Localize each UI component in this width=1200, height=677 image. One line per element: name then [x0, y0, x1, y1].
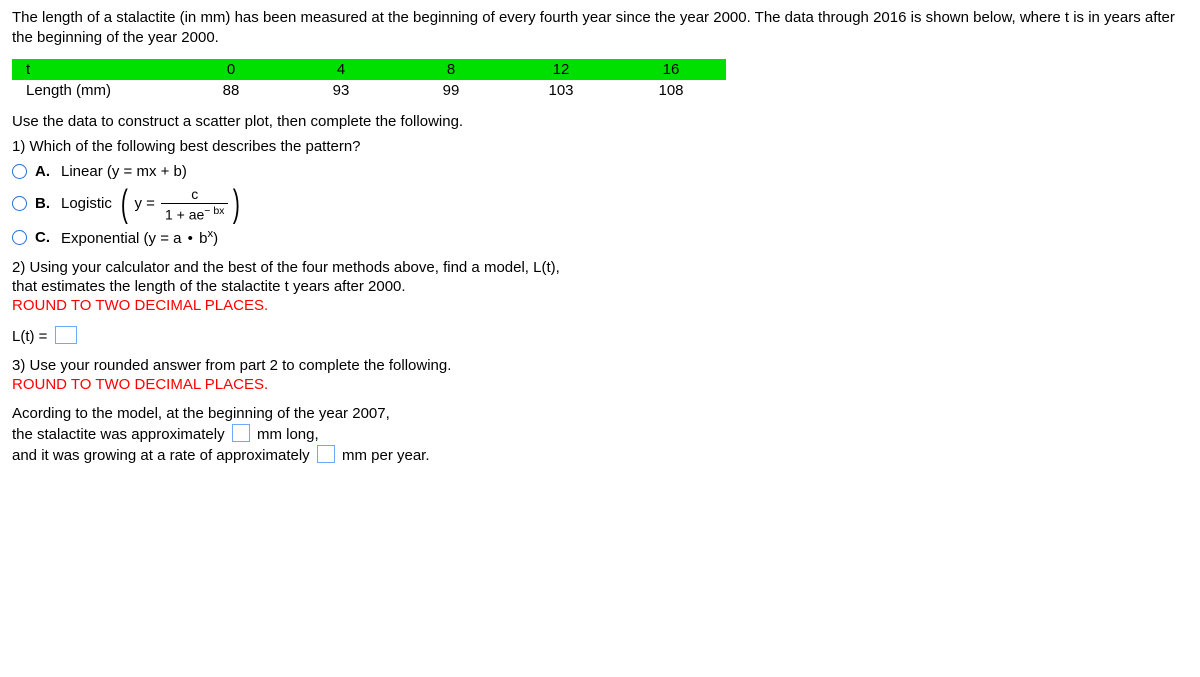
question-1: 1) Which of the following best describes…	[12, 138, 1188, 155]
option-b-row[interactable]: B. Logistic ( y = c 1 + ae− bx )	[12, 186, 1188, 223]
ans3-post: mm per year.	[338, 447, 430, 464]
table-t-2: 8	[396, 59, 506, 80]
instruction-scatter: Use the data to construct a scatter plot…	[12, 113, 1188, 130]
ans-line2: the stalactite was approximately mm long…	[12, 424, 1188, 443]
data-table: t 0 4 8 12 16 Length (mm) 88 93 99 103 1…	[12, 59, 726, 101]
paren-left-icon: (	[121, 189, 128, 219]
question-3: 3) Use your rounded answer from part 2 t…	[12, 357, 1188, 393]
answer-block: Acording to the model, at the beginning …	[12, 405, 1188, 464]
radio-icon[interactable]	[12, 164, 27, 179]
ans-line1: Acording to the model, at the beginning …	[12, 405, 1188, 422]
q2-line1: 2) Using your calculator and the best of…	[12, 259, 1188, 276]
frac-den: 1 + ae− bx	[161, 203, 228, 223]
logistic-word: Logistic	[61, 195, 112, 212]
optc-post: )	[213, 230, 218, 247]
paren-right-icon: )	[233, 189, 240, 219]
optc-pre: Exponential (y = a	[61, 230, 182, 247]
table-row2-label: Length (mm)	[12, 80, 176, 101]
question-2: 2) Using your calculator and the best of…	[12, 259, 1188, 314]
table-len-1: 93	[286, 80, 396, 101]
table-row1-label: t	[12, 59, 176, 80]
radio-icon[interactable]	[12, 196, 27, 211]
table-t-4: 16	[616, 59, 726, 80]
logistic-y-eq: y =	[135, 195, 155, 212]
den-base: 1 + ae	[165, 206, 204, 222]
q3-line1: 3) Use your rounded answer from part 2 t…	[12, 357, 1188, 374]
frac-num: c	[187, 186, 202, 203]
option-a-row[interactable]: A. Linear (y = mx + b)	[12, 163, 1188, 180]
table-t-0: 0	[176, 59, 286, 80]
option-b-label: B.	[35, 195, 55, 212]
round-note-2: ROUND TO TWO DECIMAL PLACES.	[12, 376, 1188, 393]
table-len-0: 88	[176, 80, 286, 101]
ans3-pre: and it was growing at a rate of approxim…	[12, 447, 314, 464]
option-a-label: A.	[35, 163, 55, 180]
table-len-4: 108	[616, 80, 726, 101]
logistic-fraction: c 1 + ae− bx	[161, 186, 228, 223]
ans2-pre: the stalactite was approximately	[12, 426, 229, 443]
ans-line3: and it was growing at a rate of approxim…	[12, 445, 1188, 464]
option-c-label: C.	[35, 229, 55, 246]
lt-label: L(t) =	[12, 328, 52, 345]
den-exp: − bx	[204, 205, 224, 217]
radio-icon[interactable]	[12, 230, 27, 245]
round-note-1: ROUND TO TWO DECIMAL PLACES.	[12, 297, 1188, 314]
option-c-row[interactable]: C. Exponential (y = a • bx)	[12, 228, 1188, 247]
table-t-3: 12	[506, 59, 616, 80]
lt-input[interactable]	[55, 326, 77, 344]
q2-line2: that estimates the length of the stalact…	[12, 278, 1188, 295]
option-c-text: Exponential (y = a • bx)	[61, 228, 218, 247]
ans2-post: mm long,	[253, 426, 319, 443]
table-len-2: 99	[396, 80, 506, 101]
table-len-3: 103	[506, 80, 616, 101]
options-group: A. Linear (y = mx + b) B. Logistic ( y =…	[12, 163, 1188, 248]
lt-answer-line: L(t) =	[12, 326, 1188, 345]
length-input[interactable]	[232, 424, 250, 442]
table-t-1: 4	[286, 59, 396, 80]
option-a-text: Linear (y = mx + b)	[61, 163, 187, 180]
problem-intro: The length of a stalactite (in mm) has b…	[12, 8, 1188, 49]
option-b-text: Logistic ( y = c 1 + ae− bx )	[61, 186, 243, 223]
rate-input[interactable]	[317, 445, 335, 463]
dot-icon: •	[188, 230, 193, 247]
